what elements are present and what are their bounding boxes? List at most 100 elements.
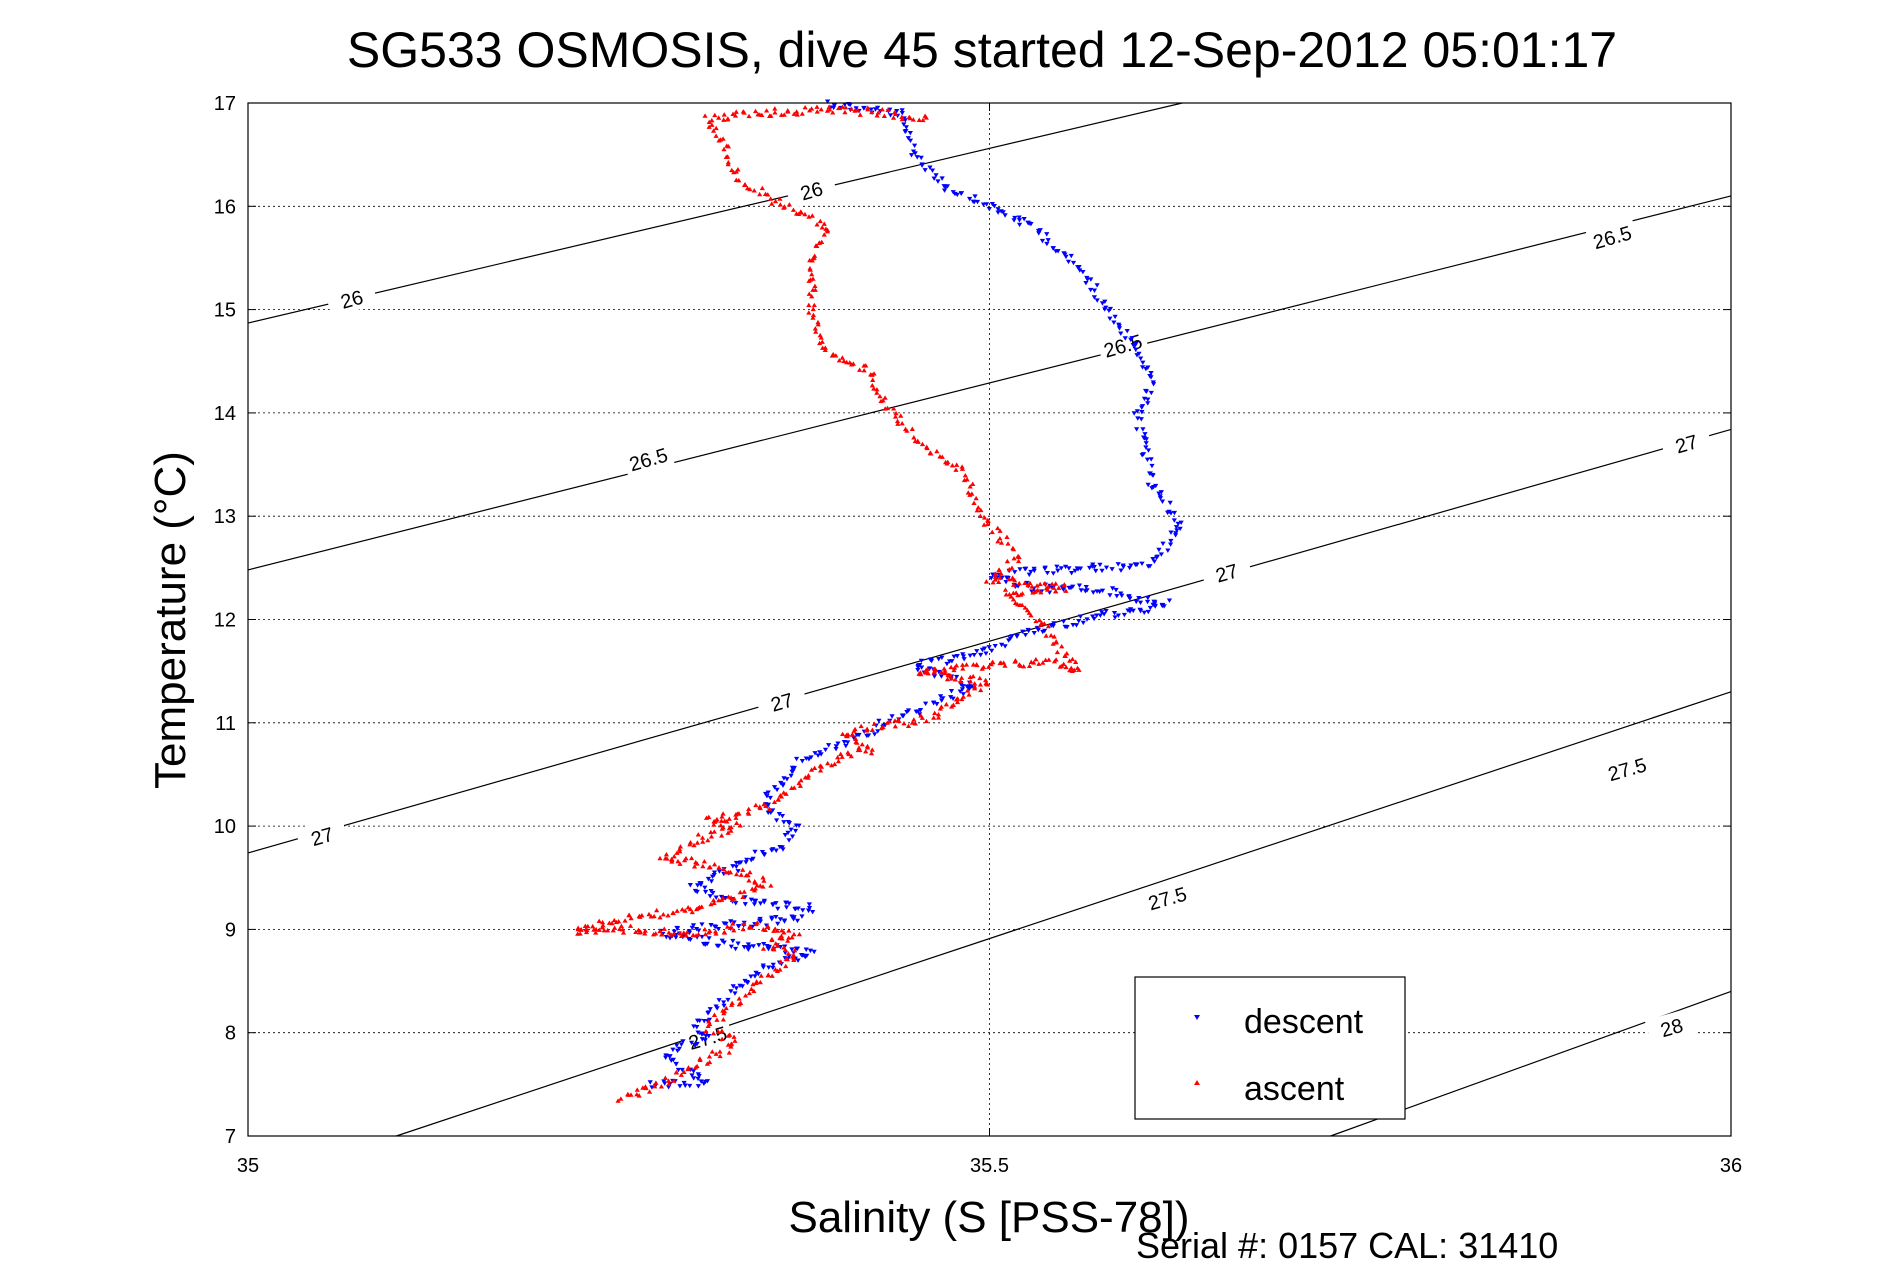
descent-point <box>695 1076 701 1082</box>
descent-point <box>662 1081 668 1086</box>
ascent-point <box>918 713 924 718</box>
descent-point <box>1140 360 1146 366</box>
ascent-point <box>717 1049 723 1054</box>
ascent-point <box>923 115 929 120</box>
descent-point <box>1016 222 1023 228</box>
ascent-point <box>706 930 712 935</box>
descent-point <box>694 1018 701 1024</box>
ascent-point <box>931 715 937 720</box>
ascent-point <box>725 161 731 167</box>
descent-point <box>812 751 818 756</box>
descent-point <box>899 108 905 113</box>
ascent-point <box>683 855 689 861</box>
descent-point <box>704 1079 711 1084</box>
descent-point <box>786 838 792 843</box>
descent-point <box>670 1047 676 1053</box>
descent-point <box>708 923 714 928</box>
descent-point <box>647 1080 653 1085</box>
descent-point <box>794 918 801 924</box>
ascent-point <box>907 115 913 121</box>
x-tick-label: 35 <box>237 1155 259 1177</box>
ascent-point <box>575 925 581 930</box>
descent-point <box>779 813 786 819</box>
descent-point <box>1073 623 1080 628</box>
descent-point <box>1173 525 1180 530</box>
descent-point <box>699 1037 705 1042</box>
descent-point <box>1076 583 1083 588</box>
ascent-point <box>1022 580 1028 585</box>
ascent-point <box>1006 576 1012 582</box>
ascent-point <box>953 467 959 472</box>
descent-point <box>671 929 677 935</box>
ascent-point <box>590 923 596 929</box>
ascent-point <box>727 869 734 875</box>
descent-point <box>1045 238 1051 243</box>
descent-point <box>1103 609 1109 614</box>
descent-point <box>786 954 792 959</box>
ascent-point <box>1035 587 1041 593</box>
descent-point <box>707 1007 713 1012</box>
ascent-point <box>725 159 731 165</box>
descent-point <box>687 1083 693 1089</box>
ascent-point <box>1062 653 1068 659</box>
descent-point <box>693 927 700 932</box>
x-tick-label: 36 <box>1720 1155 1742 1177</box>
ascent-point <box>711 818 717 824</box>
descent-point <box>1165 548 1171 553</box>
descent-point <box>706 1033 712 1039</box>
descent-point <box>944 661 950 667</box>
descent-point <box>737 983 743 989</box>
ascent-point <box>768 196 774 201</box>
ascent-point <box>909 426 915 431</box>
descent-point <box>810 910 816 915</box>
ascent-point <box>1027 580 1033 585</box>
ascent-point <box>1071 667 1077 673</box>
ascent-point <box>730 111 736 116</box>
descent-point <box>1156 547 1162 553</box>
ascent-point <box>809 293 815 299</box>
descent-point <box>1068 253 1074 259</box>
ascent-point <box>960 694 966 699</box>
ascent-point <box>777 792 783 798</box>
ascent-point <box>783 956 789 961</box>
descent-point <box>1054 564 1060 570</box>
ascent-point <box>752 886 758 891</box>
ascent-point <box>905 723 912 728</box>
ascent-point <box>1004 558 1010 564</box>
ascent-point <box>814 222 820 227</box>
legend-ascent-marker <box>1194 1080 1200 1085</box>
descent-point <box>1093 568 1099 574</box>
ascent-point <box>706 124 712 129</box>
ascent-point <box>818 106 824 112</box>
descent-point <box>1051 621 1057 626</box>
ascent-point <box>894 418 901 424</box>
descent-point <box>1148 457 1154 462</box>
descent-point <box>761 941 767 947</box>
descent-point <box>1022 632 1029 638</box>
ascent-point <box>827 107 833 112</box>
ascent-point <box>775 797 781 802</box>
ascent-point <box>789 954 796 959</box>
descent-point <box>919 162 925 167</box>
ascent-point <box>781 204 788 209</box>
descent-point <box>1148 370 1154 376</box>
descent-point <box>689 1073 695 1078</box>
ascent-point <box>715 1029 721 1034</box>
descent-point <box>745 980 751 986</box>
ascent-point <box>777 196 783 201</box>
descent-point <box>1084 275 1090 281</box>
ascent-point <box>617 926 623 931</box>
descent-point <box>1040 629 1046 635</box>
descent-point <box>807 948 814 954</box>
descent-point <box>1080 620 1086 626</box>
ascent-point <box>721 1010 727 1016</box>
ascent-point <box>666 1081 672 1087</box>
ascent-point <box>955 696 961 701</box>
descent-point <box>1021 217 1027 222</box>
ascent-point <box>919 715 925 720</box>
ascent-point <box>677 861 683 866</box>
descent-point <box>789 769 795 775</box>
ascent-point <box>808 767 815 772</box>
ascent-point <box>835 754 841 760</box>
descent-point <box>825 99 831 104</box>
